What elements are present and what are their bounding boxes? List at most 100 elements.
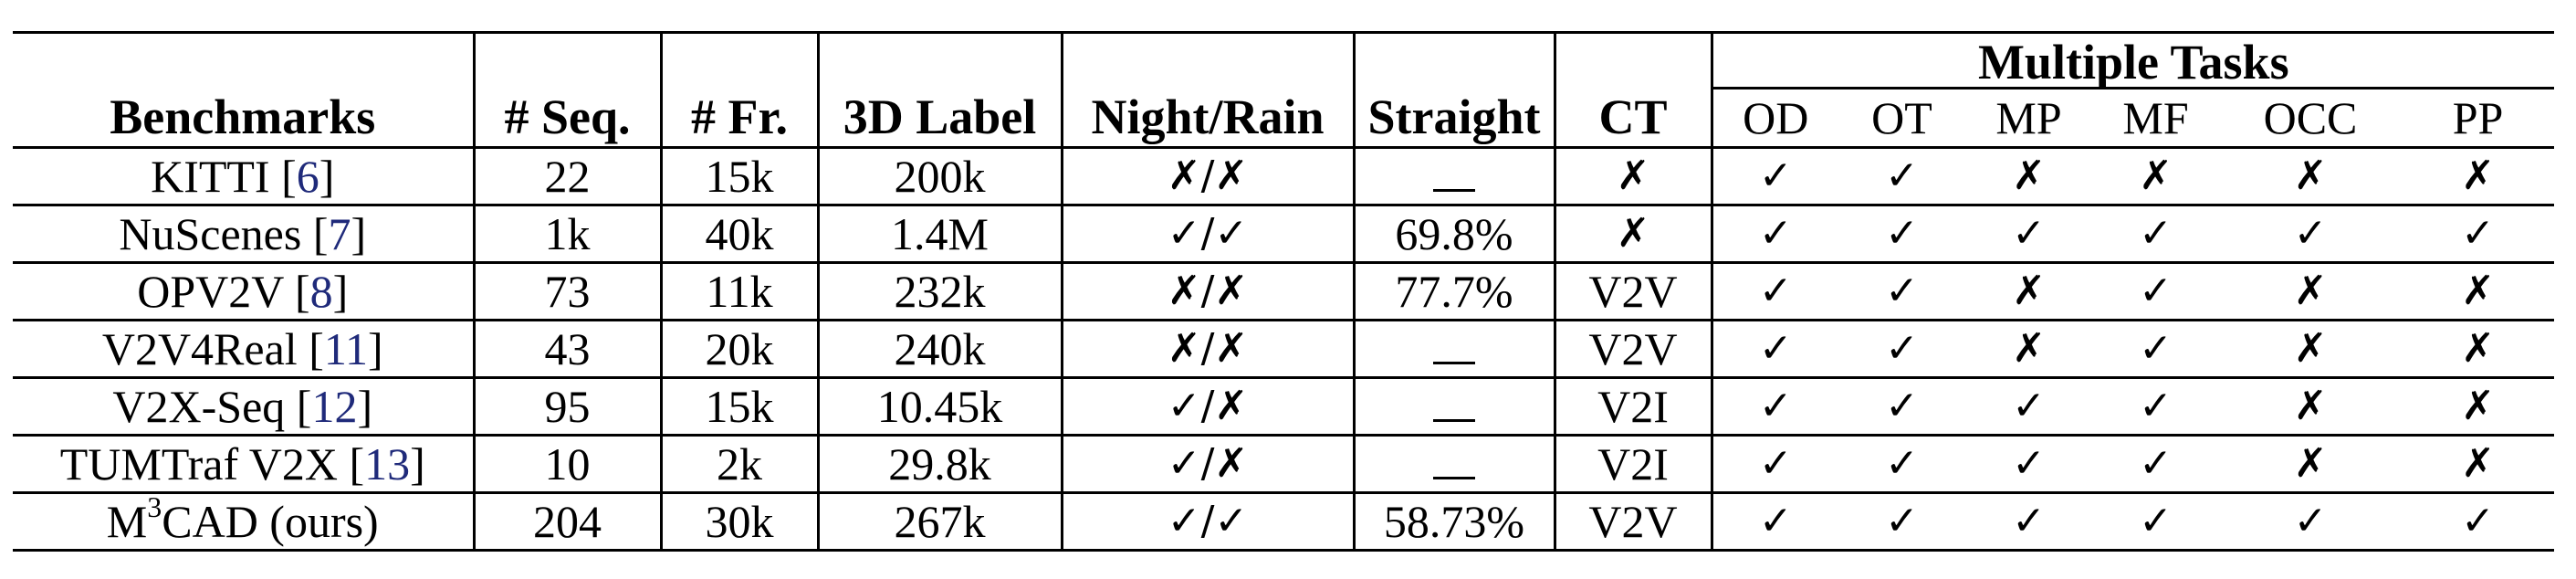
od-cell: ✓ [1710, 262, 1838, 321]
dash-mark [1433, 162, 1475, 192]
table-row: V2V4Real [11] 43 20k 240k ✗/✗ V2V ✓ ✓ ✗ … [13, 320, 2555, 379]
ct-cell: ✗ [1553, 205, 1712, 264]
fr-cell: 11k [659, 262, 818, 321]
label3d-cell: 10.45k [816, 377, 1062, 437]
seq-cell: 22 [472, 147, 661, 206]
ot-cell: ✓ [1838, 320, 1965, 379]
col-benchmarks: Benchmarks [13, 88, 474, 149]
ct-cell: V2I [1553, 377, 1712, 437]
od-cell: ✓ [1710, 492, 1838, 552]
seq-cell: 73 [472, 262, 661, 321]
straight-cell: 77.7% [1352, 262, 1555, 321]
straight-cell: 69.8% [1352, 205, 1555, 264]
col-mf: MF [2092, 88, 2219, 149]
night-rain-cell: ✓/✓ [1060, 492, 1354, 552]
col-pp: PP [2402, 88, 2555, 149]
straight-cell [1352, 377, 1555, 437]
mp-cell: ✗ [1965, 262, 2092, 321]
fr-cell: 40k [659, 205, 818, 264]
ct-cell: V2V [1553, 262, 1712, 321]
mf-cell: ✓ [2092, 492, 2219, 552]
occ-cell: ✓ [2219, 492, 2402, 552]
mp-cell: ✗ [1965, 147, 2092, 206]
occ-cell: ✗ [2219, 377, 2402, 437]
ot-cell: ✓ [1838, 377, 1965, 437]
pp-cell: ✗ [2402, 435, 2555, 494]
table-row: KITTI [6] 22 15k 200k ✗/✗ ✗ ✓ ✓ ✗ ✗ ✗ ✗ [13, 147, 2555, 206]
pp-cell: ✗ [2402, 262, 2555, 321]
col-od: OD [1710, 88, 1838, 149]
table-row: V2X-Seq [12] 95 15k 10.45k ✓/✗ V2I ✓ ✓ ✓… [13, 377, 2555, 437]
benchmark-name-ours: M3CAD (ours) [13, 492, 474, 552]
benchmark-comparison-table: Multiple Tasks Benchmarks # Seq. # Fr. 3… [13, 31, 2555, 552]
citation-link[interactable]: 8 [309, 266, 333, 317]
mp-cell: ✗ [1965, 320, 2092, 379]
od-cell: ✓ [1710, 377, 1838, 437]
benchmark-name: NuScenes [7] [13, 205, 474, 264]
fr-cell: 20k [659, 320, 818, 379]
label3d-cell: 29.8k [816, 435, 1062, 494]
ot-cell: ✓ [1838, 205, 1965, 264]
benchmark-name: TUMTraf V2X [13] [13, 435, 474, 494]
mf-cell: ✗ [2092, 147, 2219, 206]
citation-link[interactable]: 6 [296, 151, 319, 202]
pp-cell: ✗ [2402, 320, 2555, 379]
dash-mark [1433, 449, 1475, 479]
fr-cell: 2k [659, 435, 818, 494]
mp-cell: ✓ [1965, 377, 2092, 437]
col-mp: MP [1965, 88, 2092, 149]
occ-cell: ✗ [2219, 262, 2402, 321]
straight-cell [1352, 435, 1555, 494]
mp-cell: ✓ [1965, 205, 2092, 264]
night-rain-cell: ✓/✓ [1060, 205, 1354, 264]
header-row-top: Multiple Tasks [13, 31, 2555, 89]
seq-cell: 10 [472, 435, 661, 494]
col-fr: # Fr. [659, 88, 818, 149]
occ-cell: ✗ [2219, 320, 2402, 379]
col-seq: # Seq. [472, 88, 661, 149]
pp-cell: ✗ [2402, 147, 2555, 206]
pp-cell: ✓ [2402, 205, 2555, 264]
benchmark-name: V2V4Real [11] [13, 320, 474, 379]
col-night-rain: Night/Rain [1060, 88, 1354, 149]
table-row: OPV2V [8] 73 11k 232k ✗/✗ 77.7% V2V ✓ ✓ … [13, 262, 2555, 321]
night-rain-cell: ✓/✗ [1060, 435, 1354, 494]
citation-link[interactable]: 11 [323, 323, 368, 374]
comparison-table-container: Multiple Tasks Benchmarks # Seq. # Fr. 3… [13, 31, 2555, 552]
seq-cell: 95 [472, 377, 661, 437]
pp-cell: ✓ [2402, 492, 2555, 552]
mf-cell: ✓ [2092, 262, 2219, 321]
night-rain-cell: ✓/✗ [1060, 377, 1354, 437]
seq-cell: 1k [472, 205, 661, 264]
ct-cell: V2V [1553, 492, 1712, 552]
night-rain-cell: ✗/✗ [1060, 147, 1354, 206]
col-occ: OCC [2219, 88, 2402, 149]
occ-cell: ✗ [2219, 147, 2402, 206]
mf-cell: ✓ [2092, 320, 2219, 379]
ct-cell: ✗ [1553, 147, 1712, 206]
label3d-cell: 267k [816, 492, 1062, 552]
header-row: Benchmarks # Seq. # Fr. 3D Label Night/R… [13, 88, 2555, 149]
occ-cell: ✓ [2219, 205, 2402, 264]
label3d-cell: 200k [816, 147, 1062, 206]
straight-cell [1352, 147, 1555, 206]
night-rain-cell: ✗/✗ [1060, 262, 1354, 321]
col-ct: CT [1553, 88, 1712, 149]
citation-link[interactable]: 12 [311, 381, 358, 432]
ct-cell: V2V [1553, 320, 1712, 379]
mp-cell: ✓ [1965, 492, 2092, 552]
benchmark-name: KITTI [6] [13, 147, 474, 206]
straight-cell [1352, 320, 1555, 379]
mf-cell: ✓ [2092, 205, 2219, 264]
mf-cell: ✓ [2092, 377, 2219, 437]
pp-cell: ✗ [2402, 377, 2555, 437]
table-row: TUMTraf V2X [13] 10 2k 29.8k ✓/✗ V2I ✓ ✓… [13, 435, 2555, 494]
straight-cell: 58.73% [1352, 492, 1555, 552]
occ-cell: ✗ [2219, 435, 2402, 494]
fr-cell: 15k [659, 147, 818, 206]
citation-link[interactable]: 7 [328, 208, 351, 259]
citation-link[interactable]: 13 [364, 438, 411, 490]
fr-cell: 30k [659, 492, 818, 552]
od-cell: ✓ [1710, 435, 1838, 494]
label3d-cell: 232k [816, 262, 1062, 321]
